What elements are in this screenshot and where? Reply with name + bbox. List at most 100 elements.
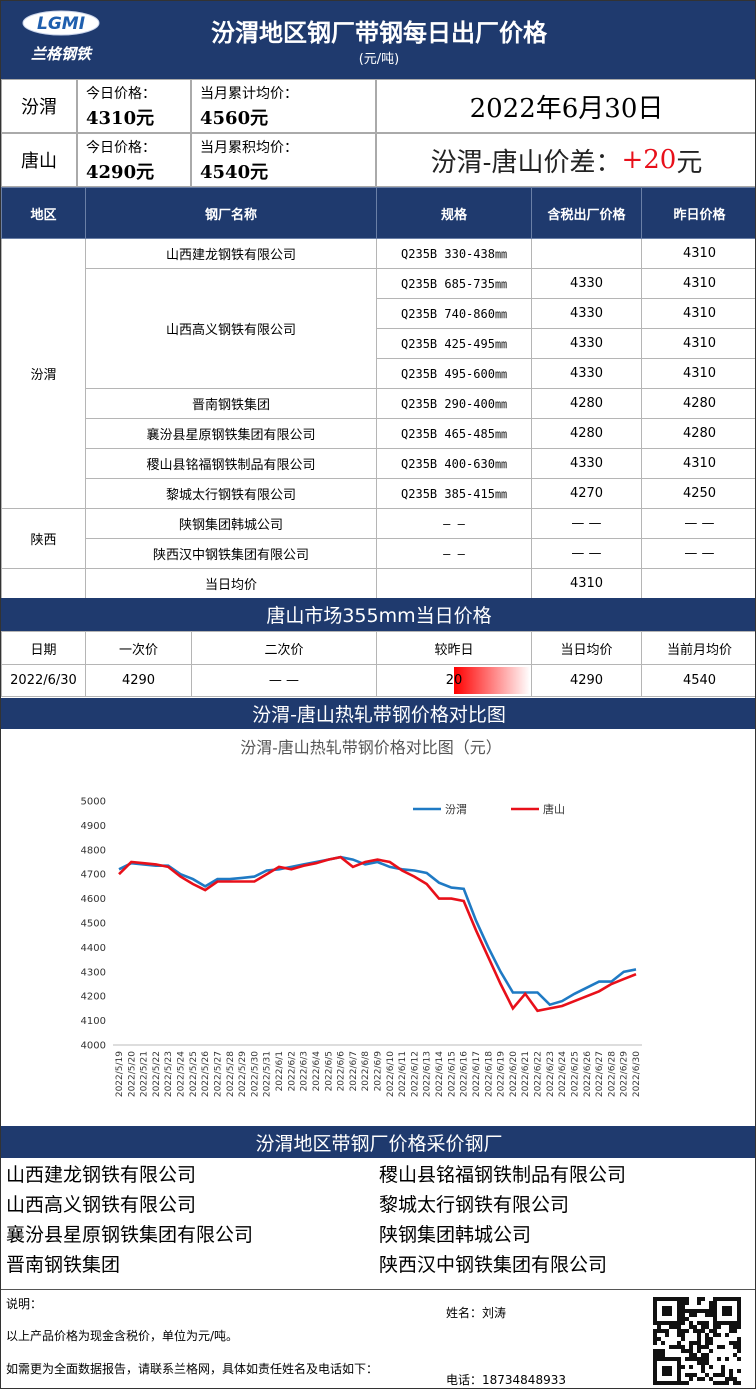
qr-cell bbox=[737, 1349, 741, 1353]
column-header: 含税出厂价格 bbox=[531, 187, 642, 239]
footer-rule bbox=[1, 1289, 755, 1290]
column-header: 日期 bbox=[1, 631, 86, 665]
qr-cell bbox=[681, 1309, 685, 1313]
mill-name: 陕钢集团韩城公司 bbox=[379, 1224, 532, 1246]
x-tick-label: 2022/5/19 bbox=[115, 1051, 125, 1097]
x-tick-label: 2022/5/27 bbox=[213, 1051, 223, 1097]
qr-cell bbox=[661, 1341, 665, 1345]
qr-cell bbox=[713, 1333, 717, 1337]
tangshan-table: 日期 一次价 二次价 较昨日 当日均价 当前月均价 2022/6/30 4290— —20 42… bbox=[1, 631, 755, 697]
region-cell: 陕西 bbox=[1, 508, 86, 569]
qr-cell bbox=[673, 1325, 677, 1329]
qr-cell bbox=[705, 1341, 709, 1345]
spec-cell: Q235B 465-485㎜ bbox=[376, 418, 532, 449]
qr-cell bbox=[689, 1357, 693, 1361]
qr-cell bbox=[729, 1373, 733, 1377]
spread-unit: 元 bbox=[676, 147, 703, 178]
today-cell: 今日价格： 4290元 bbox=[77, 133, 191, 187]
qr-cell bbox=[697, 1337, 701, 1341]
today-label: 今日价格： bbox=[86, 86, 156, 102]
qr-cell bbox=[653, 1353, 657, 1357]
table-row: 襄汾县星原钢铁集团有限公司 Q235B 465-485㎜ 4280 4280 bbox=[2, 418, 755, 449]
qr-cell bbox=[709, 1337, 713, 1341]
table-row: Q235B 495-600㎜ 4330 4310 bbox=[2, 358, 755, 389]
qr-cell bbox=[653, 1349, 657, 1353]
qr-finder bbox=[722, 1306, 732, 1316]
month-value: 4540元 bbox=[200, 162, 269, 183]
qr-cell bbox=[689, 1349, 693, 1353]
y-tick-label: 4200 bbox=[81, 992, 106, 1003]
qr-cell bbox=[677, 1341, 681, 1345]
spec-cell: Q235B 740-860㎜ bbox=[376, 298, 532, 329]
qr-cell bbox=[681, 1329, 685, 1333]
qr-cell bbox=[669, 1345, 673, 1349]
qr-cell bbox=[693, 1309, 697, 1313]
legend-label: 汾渭 bbox=[445, 803, 467, 816]
column-header: 规格 bbox=[376, 187, 532, 239]
yesterday-cell: 4280 bbox=[641, 388, 755, 419]
yesterday-cell: — — bbox=[641, 508, 755, 539]
date: 2022年6月30日 bbox=[376, 79, 755, 133]
spec-cell: Q235B 400-630㎜ bbox=[376, 448, 532, 479]
qr-cell bbox=[685, 1297, 689, 1301]
qr-cell bbox=[657, 1353, 661, 1357]
qr-cell bbox=[697, 1341, 701, 1345]
price-cell: 4330 bbox=[531, 328, 642, 359]
qr-cell bbox=[697, 1297, 701, 1301]
qr-cell bbox=[697, 1361, 701, 1365]
note-title: 说明： bbox=[6, 1297, 43, 1311]
tangshan-title: 唐山市场355mm当日价格 bbox=[1, 598, 755, 631]
qr-cell bbox=[709, 1377, 713, 1381]
qr-cell bbox=[693, 1325, 697, 1329]
qr-cell bbox=[721, 1365, 725, 1369]
x-tick-label: 2022/6/7 bbox=[349, 1051, 359, 1091]
x-tick-label: 2022/6/25 bbox=[570, 1051, 580, 1097]
contact-name: 姓名：刘涛 bbox=[446, 1306, 507, 1320]
price-cell: — — bbox=[531, 508, 642, 539]
mill-cell: 晋南钢铁集团 bbox=[85, 388, 377, 419]
qr-cell bbox=[721, 1373, 725, 1377]
y-tick-label: 4000 bbox=[81, 1041, 106, 1052]
contact-note: 如需更为全面数据报告，请联系兰格网，具体如责任姓名及电话如下： bbox=[6, 1362, 379, 1376]
mills-title: 汾渭地区带钢厂价格采价钢厂 bbox=[1, 1126, 755, 1158]
contact-phone: 电话：18734848933 bbox=[446, 1373, 566, 1387]
qr-cell bbox=[693, 1341, 697, 1345]
qr-cell bbox=[733, 1377, 737, 1381]
qr-cell bbox=[681, 1297, 685, 1301]
x-tick-label: 2022/6/20 bbox=[509, 1051, 519, 1097]
x-tick-label: 2022/6/8 bbox=[361, 1051, 371, 1092]
x-tick-label: 2022/6/23 bbox=[546, 1051, 556, 1097]
qr-cell bbox=[689, 1365, 693, 1369]
qr-cell bbox=[705, 1313, 709, 1317]
qr-cell bbox=[717, 1381, 721, 1385]
qr-cell bbox=[657, 1349, 661, 1353]
today-value: 4290元 bbox=[86, 162, 155, 183]
qr-cell bbox=[705, 1345, 709, 1349]
qr-cell bbox=[713, 1325, 717, 1329]
data-row: 2022/6/30 4290— —20 4290 4540 bbox=[1, 664, 755, 697]
header-row: 地区 钢厂名称 规格 含税出厂价格 昨日价格 bbox=[1, 187, 755, 239]
mill-cell: 稷山县铭福钢铁制品有限公司 bbox=[85, 448, 377, 479]
y-tick-label: 4500 bbox=[81, 919, 106, 930]
qr-cell bbox=[689, 1341, 693, 1345]
qr-cell bbox=[729, 1325, 733, 1329]
series-line bbox=[118, 855, 637, 1013]
qr-cell bbox=[677, 1345, 681, 1349]
x-tick-label: 2022/6/9 bbox=[374, 1051, 384, 1092]
spread: 汾渭-唐山价差： +20 元 bbox=[376, 133, 755, 187]
header: LGMI 兰格钢铁 汾渭地区钢厂带钢每日出厂价格 (元/吨) bbox=[1, 1, 755, 79]
table-row: 稷山县铭福钢铁制品有限公司 Q235B 400-630㎜ 4330 4310 bbox=[2, 448, 755, 479]
qr-finder bbox=[653, 1357, 681, 1385]
qr-cell bbox=[693, 1357, 697, 1361]
table-row: 陕西 陕钢集团韩城公司 — — — — — — bbox=[1, 508, 755, 569]
mill-name: 山西高义钢铁有限公司 bbox=[6, 1194, 197, 1216]
qr-cell bbox=[717, 1373, 721, 1377]
qr-cell bbox=[681, 1381, 685, 1385]
column-header: 当前月均价 bbox=[641, 631, 755, 665]
region-cell: 唐山 bbox=[1, 133, 77, 187]
qr-cell bbox=[697, 1321, 701, 1325]
qr-cell bbox=[673, 1345, 677, 1349]
qr-cell bbox=[697, 1333, 701, 1337]
qr-cell bbox=[733, 1325, 737, 1329]
